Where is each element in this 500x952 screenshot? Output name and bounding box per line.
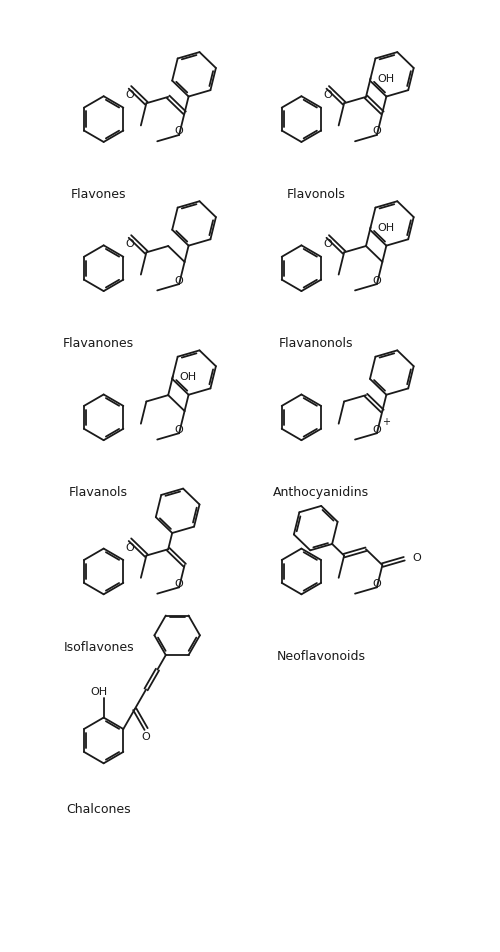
Text: OH: OH — [378, 74, 394, 84]
Text: OH: OH — [180, 372, 197, 382]
Text: Flavanonols: Flavanonols — [279, 337, 353, 350]
Text: O: O — [142, 731, 150, 742]
Text: O: O — [175, 578, 184, 588]
Text: Isoflavones: Isoflavones — [64, 640, 134, 653]
Text: O: O — [175, 425, 184, 434]
Text: O: O — [372, 275, 382, 286]
Text: O: O — [412, 552, 421, 563]
Text: O: O — [126, 239, 134, 249]
Text: O: O — [324, 90, 332, 100]
Text: O: O — [126, 542, 134, 552]
Text: +: + — [382, 417, 390, 426]
Text: Flavanols: Flavanols — [69, 486, 128, 499]
Text: O: O — [175, 275, 184, 286]
Text: O: O — [324, 239, 332, 249]
Text: OH: OH — [90, 686, 108, 697]
Text: O: O — [372, 127, 382, 136]
Text: O: O — [372, 578, 382, 588]
Text: O: O — [126, 90, 134, 100]
Text: Anthocyanidins: Anthocyanidins — [273, 486, 370, 499]
Text: Flavones: Flavones — [71, 188, 126, 201]
Text: Neoflavonoids: Neoflavonoids — [276, 650, 366, 663]
Text: OH: OH — [378, 223, 394, 233]
Text: Flavonols: Flavonols — [287, 188, 346, 201]
Text: Flavanones: Flavanones — [63, 337, 134, 350]
Text: Chalcones: Chalcones — [66, 802, 131, 815]
Text: O: O — [372, 425, 382, 434]
Text: O: O — [175, 127, 184, 136]
